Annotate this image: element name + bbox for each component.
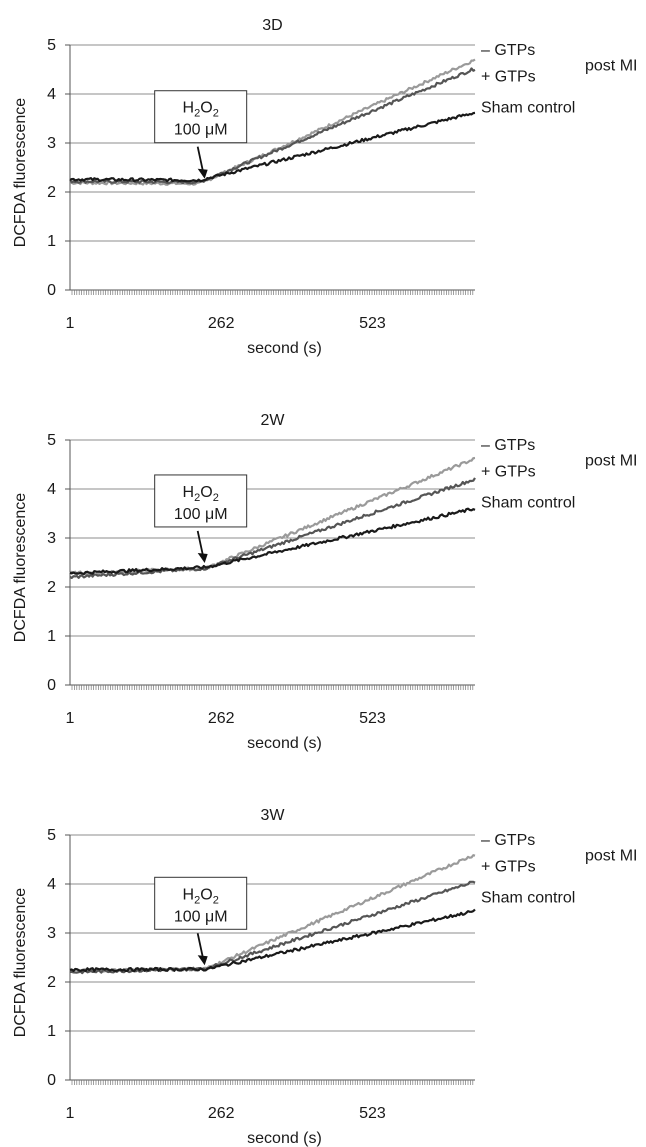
legend-label: – GTPs — [481, 832, 535, 849]
annotation-text: O — [200, 886, 212, 903]
y-tick-label: 1 — [47, 628, 56, 645]
annotation-text: O — [200, 484, 212, 501]
series-line-2 — [69, 111, 476, 183]
y-tick-label: 5 — [47, 432, 56, 449]
x-axis-title: second (s) — [247, 1130, 322, 1147]
group-label: post MI — [585, 453, 637, 470]
annotation-box — [154, 90, 248, 144]
legend-label: Sham control — [481, 494, 575, 511]
annotation-line2: 100 μM — [174, 506, 228, 523]
x-tick-label: 1 — [66, 1105, 75, 1122]
legend-label: – GTPs — [481, 42, 535, 59]
arrow-head — [197, 955, 208, 966]
x-tick-label: 1 — [66, 315, 75, 332]
y-tick-label: 2 — [47, 579, 56, 596]
y-tick-label: 5 — [47, 37, 56, 54]
x-tick-label: 262 — [208, 315, 235, 332]
arrow-head — [197, 552, 208, 563]
x-tick-label: 262 — [208, 710, 235, 727]
group-label: post MI — [585, 58, 637, 75]
y-tick-label: 0 — [47, 1072, 56, 1089]
series-line-1 — [69, 880, 476, 975]
series-line-2 — [69, 908, 476, 973]
annotation-line1: H2O2 — [183, 886, 219, 906]
chart-title: 3D — [262, 17, 282, 34]
y-axis-title: DCFDA fluorescence — [12, 493, 29, 642]
y-tick-label: 1 — [47, 233, 56, 250]
annotation-box — [154, 474, 248, 528]
x-axis-title: second (s) — [247, 735, 322, 752]
annotation-subscript: 2 — [213, 108, 219, 120]
annotation-text: O — [200, 100, 212, 117]
annotation-subscript: 2 — [213, 492, 219, 504]
y-tick-label: 4 — [47, 481, 56, 498]
annotation-text: H — [183, 484, 195, 501]
annotation-line1: H2O2 — [183, 100, 219, 120]
y-tick-label: 2 — [47, 974, 56, 991]
annotation-line2: 100 μM — [174, 122, 228, 139]
legend-label: + GTPs — [481, 463, 536, 480]
x-minor-ticks — [71, 290, 474, 295]
series-line-1 — [69, 67, 476, 185]
legend-label: – GTPs — [481, 437, 535, 454]
annotation-subscript: 2 — [194, 108, 200, 120]
x-tick-label: 523 — [359, 710, 386, 727]
annotation-box — [154, 876, 248, 930]
y-tick-label: 0 — [47, 282, 56, 299]
y-tick-label: 3 — [47, 135, 56, 152]
x-minor-ticks — [71, 1080, 474, 1085]
annotation-subscript: 2 — [213, 894, 219, 906]
legend-label: + GTPs — [481, 68, 536, 85]
legend-label: Sham control — [481, 889, 575, 906]
series-line-0 — [69, 58, 476, 186]
annotation-subscript: 2 — [194, 492, 200, 504]
series-line-0 — [69, 456, 476, 576]
chart-title: 3W — [261, 807, 286, 824]
x-tick-label: 262 — [208, 1105, 235, 1122]
annotation-text: H — [183, 100, 195, 117]
y-tick-label: 5 — [47, 827, 56, 844]
group-label: post MI — [585, 848, 637, 865]
y-axis-title: DCFDA fluorescence — [12, 888, 29, 1037]
y-tick-label: 3 — [47, 530, 56, 547]
x-tick-label: 523 — [359, 315, 386, 332]
y-tick-label: 2 — [47, 184, 56, 201]
arrow-head — [197, 168, 208, 179]
legend-label: Sham control — [481, 99, 575, 116]
y-axis-title: DCFDA fluorescence — [12, 98, 29, 247]
y-tick-label: 0 — [47, 677, 56, 694]
annotation-line1: H2O2 — [183, 484, 219, 504]
chart-title: 2W — [261, 412, 286, 429]
y-tick-label: 3 — [47, 925, 56, 942]
x-minor-ticks — [71, 685, 474, 690]
y-tick-label: 4 — [47, 86, 56, 103]
annotation-line2: 100 μM — [174, 908, 228, 925]
x-tick-label: 523 — [359, 1105, 386, 1122]
y-tick-label: 1 — [47, 1023, 56, 1040]
annotation-subscript: 2 — [194, 894, 200, 906]
series-line-2 — [69, 507, 476, 576]
series-line-1 — [69, 477, 476, 580]
annotation-text: H — [183, 886, 195, 903]
x-axis-title: second (s) — [247, 340, 322, 357]
x-tick-label: 1 — [66, 710, 75, 727]
legend-label: + GTPs — [481, 858, 536, 875]
y-tick-label: 4 — [47, 876, 56, 893]
